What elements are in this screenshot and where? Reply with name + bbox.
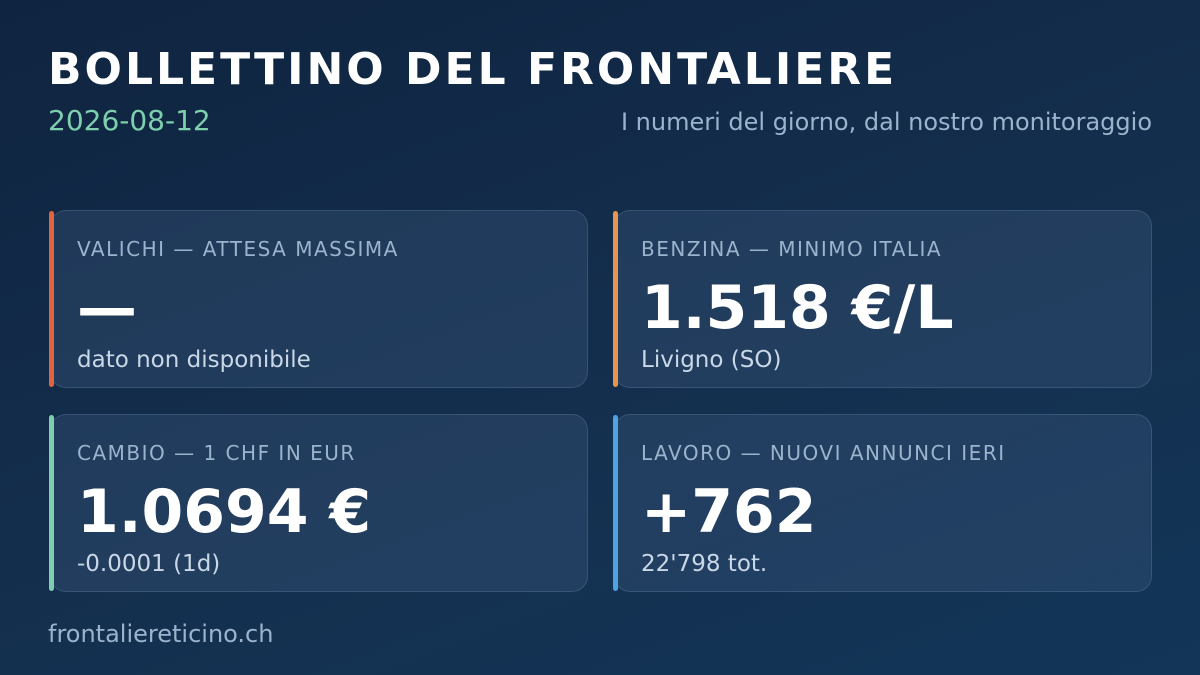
card-note: -0.0001 (1d) <box>77 551 221 577</box>
card-value: +762 <box>641 477 817 547</box>
accent-bar <box>49 211 54 387</box>
date: 2026-08-12 <box>48 104 211 137</box>
card-note: 22'798 tot. <box>641 551 768 577</box>
card-label: CAMBIO — 1 CHF IN EUR <box>77 441 356 465</box>
accent-bar <box>49 415 54 591</box>
card-note: dato non disponibile <box>77 347 311 373</box>
accent-bar <box>613 211 618 387</box>
card-label: BENZINA — MINIMO ITALIA <box>641 237 943 261</box>
card-label: VALICHI — ATTESA MASSIMA <box>77 237 399 261</box>
card-note: Livigno (SO) <box>641 347 782 373</box>
stat-card: LAVORO — NUOVI ANNUNCI IERI +762 22'798 to… <box>613 414 1152 592</box>
stat-card: BENZINA — MINIMO ITALIA 1.518 €/L Livigno … <box>613 210 1152 388</box>
title: BOLLETTINO DEL FRONTALIERE <box>48 44 898 95</box>
stat-card: CAMBIO — 1 CHF IN EUR 1.0694 € -0.0001 (1d… <box>49 414 588 592</box>
card-value: 1.518 €/L <box>641 273 954 343</box>
card-label: LAVORO — NUOVI ANNUNCI IERI <box>641 441 1006 465</box>
accent-bar <box>613 415 618 591</box>
card-value: — <box>77 273 137 343</box>
footer-site: frontaliereticino.ch <box>48 620 274 648</box>
card-value: 1.0694 € <box>77 477 372 547</box>
subtitle: I numeri del giorno, dal nostro monitora… <box>620 108 1152 136</box>
stat-card: VALICHI — ATTESA MASSIMA — dato non dispon… <box>49 210 588 388</box>
